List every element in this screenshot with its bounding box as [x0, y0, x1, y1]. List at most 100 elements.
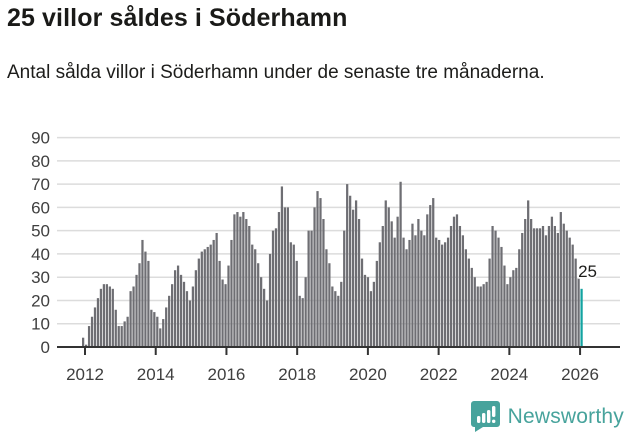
bar — [488, 258, 491, 347]
newsworthy-brand: Newsworthy — [470, 401, 624, 432]
y-tick-label: 40 — [31, 245, 50, 264]
bar — [349, 195, 352, 347]
logo-bar-3 — [486, 410, 491, 423]
bar — [162, 319, 165, 347]
bar — [257, 263, 260, 347]
bar — [515, 267, 518, 347]
x-tick-label: 2022 — [420, 365, 458, 384]
bar — [360, 258, 364, 347]
bar — [334, 291, 337, 347]
bar — [271, 230, 275, 347]
bar — [301, 298, 304, 347]
bar — [283, 207, 287, 347]
bar — [470, 267, 473, 347]
bar — [544, 235, 548, 347]
bar — [248, 225, 251, 347]
logo-bubble-shape — [470, 401, 500, 432]
x-tick-label: 2024 — [490, 365, 528, 384]
bar — [215, 232, 218, 347]
bar — [446, 237, 450, 347]
bar — [99, 288, 103, 347]
bar — [307, 230, 310, 347]
bar — [274, 228, 278, 347]
bar — [426, 214, 429, 347]
y-tick-label: 50 — [31, 222, 50, 241]
bar — [337, 295, 340, 347]
bar — [262, 288, 266, 347]
bar — [218, 260, 221, 347]
logo-bar-1 — [476, 416, 481, 423]
bar — [512, 270, 515, 347]
bar — [565, 230, 568, 347]
bar — [212, 239, 215, 347]
y-tick-label: 60 — [31, 198, 50, 217]
bar — [506, 284, 509, 347]
bar — [111, 288, 114, 347]
bar — [254, 249, 257, 347]
bar — [494, 230, 497, 347]
bar — [182, 281, 186, 347]
bar — [375, 260, 378, 347]
bar — [405, 249, 408, 347]
bar — [366, 277, 370, 347]
y-tick-label: 0 — [41, 338, 50, 357]
bar — [209, 244, 212, 347]
bar — [461, 235, 465, 347]
bar — [473, 277, 476, 347]
bar — [325, 249, 328, 347]
bar — [411, 223, 414, 347]
bar — [432, 198, 435, 347]
bar — [191, 286, 195, 347]
bar — [402, 237, 405, 347]
x-tick-label: 2012 — [66, 365, 104, 384]
bar — [280, 186, 284, 347]
newsworthy-logo-icon — [470, 401, 500, 432]
bar — [230, 239, 233, 347]
bar — [310, 230, 313, 347]
bar — [233, 214, 236, 347]
bar — [206, 246, 209, 347]
bar — [224, 284, 227, 347]
logo-bar-2 — [481, 413, 486, 423]
highlighted-bar — [580, 288, 583, 347]
bar — [292, 244, 295, 347]
bar — [227, 265, 230, 347]
bar — [357, 219, 361, 347]
bar — [458, 225, 462, 347]
bar — [429, 205, 432, 347]
bar — [185, 291, 189, 347]
bar — [441, 244, 444, 347]
y-tick-label: 20 — [31, 291, 50, 310]
bar — [242, 212, 245, 347]
x-tick-label: 2016 — [208, 365, 246, 384]
bar — [530, 219, 533, 347]
bar — [138, 263, 141, 347]
bar — [527, 200, 530, 347]
bar — [82, 337, 85, 347]
bar — [147, 260, 150, 347]
bar — [535, 228, 539, 347]
bar — [369, 291, 373, 347]
bar — [153, 312, 156, 347]
bar — [144, 251, 147, 347]
bar — [168, 295, 171, 347]
bar — [260, 277, 263, 347]
bar — [188, 300, 192, 347]
bar — [251, 244, 254, 347]
bar — [171, 284, 174, 347]
bar — [87, 326, 91, 347]
y-tick-label: 80 — [31, 152, 50, 171]
bar — [464, 249, 467, 347]
bar — [547, 225, 551, 347]
x-tick-label: 2020 — [349, 365, 387, 384]
bar — [562, 223, 565, 347]
bar — [239, 216, 242, 347]
bar — [363, 274, 367, 347]
y-tick-label: 70 — [31, 175, 50, 194]
bar — [414, 235, 417, 347]
bar — [479, 286, 482, 347]
bar — [105, 284, 108, 347]
logo-exclamation-dot — [491, 419, 496, 423]
